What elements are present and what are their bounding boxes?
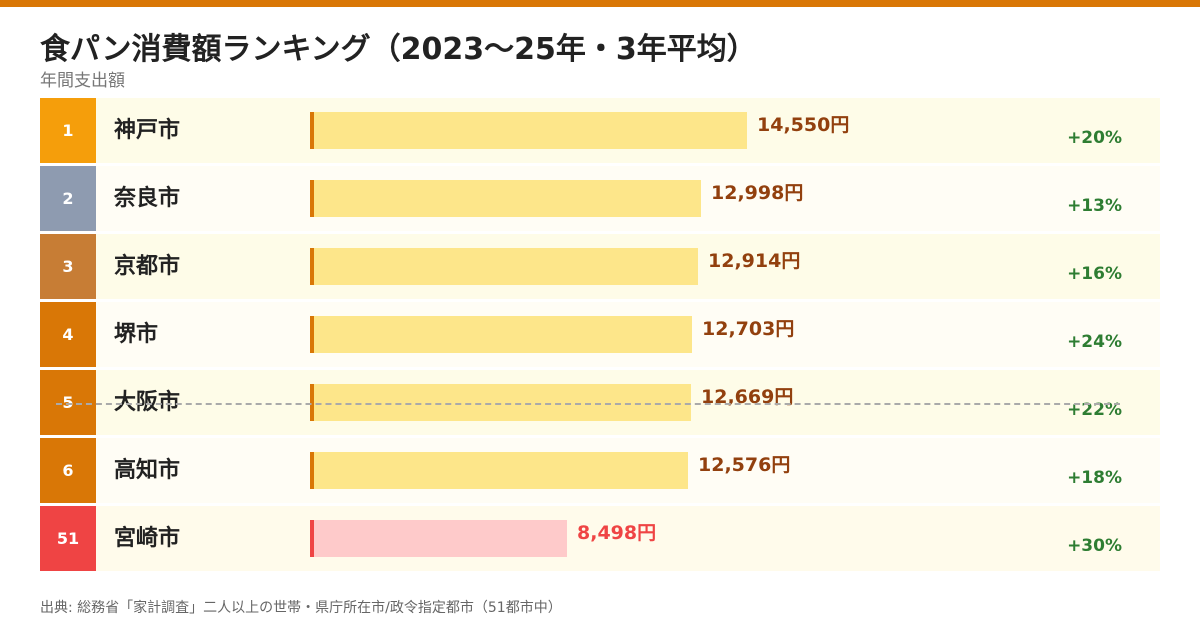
ranking-row: 5 大阪市 12,669円 +22% (40, 370, 1160, 435)
bar-accent (310, 112, 314, 149)
rank-badge: 6 (40, 438, 96, 503)
city-name: 大阪市 (114, 390, 181, 415)
value-bar (314, 452, 688, 489)
bar-accent (310, 248, 314, 285)
accent-top-bar (0, 0, 1200, 7)
value-label: 12,703円 (702, 318, 795, 340)
value-label: 12,998円 (711, 182, 804, 204)
city-name: 奈良市 (114, 186, 181, 211)
value-bar (314, 384, 691, 421)
ranking-row: 3 京都市 12,914円 +16% (40, 234, 1160, 299)
chart-title: 食パン消費額ランキング（2023〜25年・3年平均） (40, 32, 757, 67)
value-bar (314, 180, 701, 217)
value-label: 12,669円 (701, 386, 794, 408)
bar-accent (310, 384, 314, 421)
chart-subtitle: 年間支出額 (40, 71, 125, 91)
rank-badge: 2 (40, 166, 96, 231)
rank-divider (56, 403, 1120, 405)
change-label: +20% (1067, 128, 1122, 148)
change-label: +22% (1067, 400, 1122, 420)
value-label: 14,550円 (757, 114, 850, 136)
change-label: +18% (1067, 468, 1122, 488)
change-label: +16% (1067, 264, 1122, 284)
rank-badge: 4 (40, 302, 96, 367)
bar-accent (310, 316, 314, 353)
ranking-row: 1 神戸市 14,550円 +20% (40, 98, 1160, 163)
value-bar (314, 112, 747, 149)
value-label: 8,498円 (577, 522, 657, 544)
bar-accent (310, 180, 314, 217)
ranking-row: 2 奈良市 12,998円 +13% (40, 166, 1160, 231)
ranking-row: 4 堺市 12,703円 +24% (40, 302, 1160, 367)
city-name: 高知市 (114, 458, 181, 483)
rank-badge: 5 (40, 370, 96, 435)
source-note: 出典: 総務省「家計調査」二人以上の世帯・県庁所在市/政令指定都市（51都市中） (40, 600, 562, 616)
value-bar (314, 248, 698, 285)
row-background (96, 506, 1160, 571)
change-label: +24% (1067, 332, 1122, 352)
change-label: +30% (1067, 536, 1122, 556)
city-name: 堺市 (114, 322, 159, 347)
bar-accent (310, 452, 314, 489)
city-name: 京都市 (114, 254, 181, 279)
value-label: 12,914円 (708, 250, 801, 272)
ranking-row: 6 高知市 12,576円 +18% (40, 438, 1160, 503)
ranking-row: 51 宮崎市 8,498円 +30% (40, 506, 1160, 571)
value-bar (314, 316, 692, 353)
change-label: +13% (1067, 196, 1122, 216)
rank-badge: 3 (40, 234, 96, 299)
bar-accent (310, 520, 314, 557)
rank-badge: 51 (40, 506, 96, 571)
city-name: 神戸市 (114, 118, 181, 143)
value-bar (314, 520, 567, 557)
rank-badge: 1 (40, 98, 96, 163)
city-name: 宮崎市 (114, 526, 181, 551)
value-label: 12,576円 (698, 454, 791, 476)
